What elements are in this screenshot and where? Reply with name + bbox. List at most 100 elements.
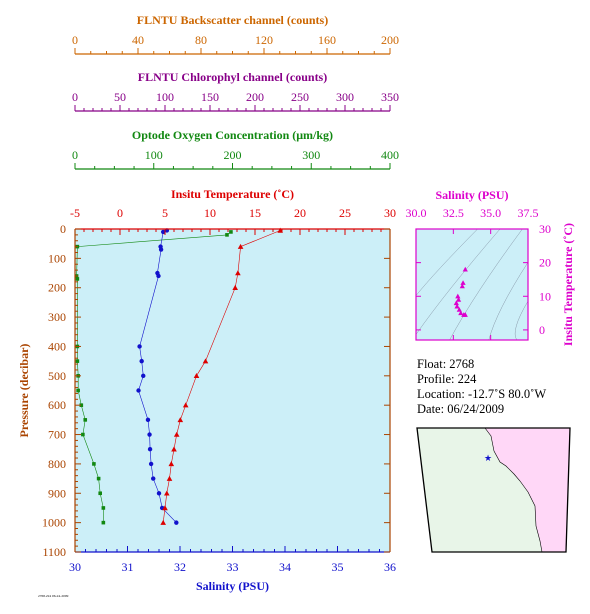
oxygen-marker <box>101 506 106 510</box>
chlorophyll-tick-label: 100 <box>156 90 174 104</box>
oxygen-marker <box>81 432 85 437</box>
map-frame <box>416 427 571 553</box>
ts-y-tick-label: 10 <box>539 289 551 303</box>
salinity-marker <box>141 373 146 379</box>
salinity-marker <box>156 273 161 279</box>
salinity-tick-label: 32 <box>174 560 186 574</box>
salinity-marker <box>174 520 179 525</box>
ts-point <box>458 310 464 316</box>
ts-x-tick-label: 35.0 <box>480 206 501 220</box>
salinity-axis-title: Salinity (PSU) <box>196 579 269 593</box>
oxygen-marker <box>76 388 80 393</box>
pressure-tick-label: 700 <box>48 428 66 442</box>
temperature-marker <box>182 402 189 408</box>
temperature-marker <box>168 461 175 467</box>
temperature-tick-label: 30 <box>384 206 396 220</box>
salinity-marker <box>136 388 141 393</box>
ts-point <box>462 312 468 317</box>
salinity-marker <box>147 432 152 437</box>
pressure-tick-label: 500 <box>48 369 66 383</box>
temperature-marker <box>160 519 166 525</box>
float-label: Float: 2768 <box>417 357 475 371</box>
salinity-marker <box>151 476 156 481</box>
oxygen-tick-label: 200 <box>224 148 242 162</box>
salinity-tick-label: 31 <box>122 560 134 574</box>
ts-point <box>462 266 468 272</box>
ts-point <box>459 283 465 289</box>
float-position-marker: ★ <box>484 454 492 464</box>
temperature-marker <box>237 243 244 249</box>
salinity-marker <box>158 247 164 252</box>
pressure-tick-label: 0 <box>60 222 66 236</box>
chlorophyll-tick-label: 0 <box>72 90 78 104</box>
salinity-marker <box>148 461 154 467</box>
pressure-tick-label: 600 <box>48 398 66 412</box>
pressure-tick-label: 400 <box>48 339 66 353</box>
chlorophyll-axis-title: FLNTU Chlorophyl channel (counts) <box>138 70 327 84</box>
ts-y-axis-title: Insitu Temperature (˚C) <box>561 223 575 346</box>
chlorophyll-tick-label: 200 <box>246 90 264 104</box>
salinity-tick-label: 35 <box>332 560 344 574</box>
ts-y-tick-label: 20 <box>539 256 551 270</box>
ts-point <box>455 293 461 299</box>
backscatter-axis-title: FLNTU Backscatter channel (counts) <box>137 13 328 27</box>
backscatter-tick-label: 40 <box>132 33 144 47</box>
oxygen-tick-label: 100 <box>145 148 163 162</box>
salinity-marker <box>145 417 151 423</box>
temperature-marker <box>193 373 200 379</box>
density-isopleth <box>488 262 529 341</box>
temperature-tick-label: 15 <box>249 206 261 220</box>
salinity-tick-label: 30 <box>69 560 81 574</box>
ts-point <box>453 300 459 306</box>
ts-panel-background <box>416 229 528 340</box>
ts-x-tick-label: 32.5 <box>443 206 464 220</box>
density-isopleth <box>415 228 501 335</box>
oxygen-tick-label: 0 <box>72 148 78 162</box>
temperature-marker <box>166 475 173 481</box>
temperature-tick-label: 25 <box>339 206 351 220</box>
temperature-tick-label: -5 <box>70 206 80 220</box>
profile-panel-background <box>75 229 390 552</box>
date-label: Date: 06/24/2009 <box>417 402 505 416</box>
temperature-tick-label: 0 <box>117 206 123 220</box>
oxygen-marker <box>96 476 101 481</box>
density-isopleth <box>449 228 523 341</box>
temperature-marker <box>164 490 170 496</box>
temperature-tick-label: 5 <box>162 206 168 220</box>
temperature-marker <box>202 358 209 364</box>
footer-code: 2768.224 06-24-2009 <box>38 594 69 598</box>
oxygen-marker <box>229 230 233 234</box>
profile-label: Profile: 224 <box>417 372 477 386</box>
pressure-axis-title: Pressure (decibar) <box>17 344 31 438</box>
salinity-tick-label: 34 <box>279 560 291 574</box>
backscatter-tick-label: 120 <box>255 33 273 47</box>
chlorophyll-tick-label: 150 <box>201 90 219 104</box>
temperature-marker <box>235 270 241 276</box>
pressure-tick-label: 100 <box>48 251 66 265</box>
location-label: Location: -12.7˚S 80.0˚W <box>417 387 547 401</box>
chlorophyll-tick-label: 300 <box>336 90 354 104</box>
pressure-tick-label: 1100 <box>42 545 66 559</box>
density-isopleth <box>415 228 478 296</box>
temperature-tick-label: 10 <box>204 206 216 220</box>
salinity-marker <box>161 229 166 235</box>
oxygen-axis-title: Optode Oxygen Concentration (μm/kg) <box>132 128 333 142</box>
backscatter-tick-label: 160 <box>318 33 336 47</box>
ts-point <box>455 297 462 302</box>
backscatter-tick-label: 0 <box>72 33 78 47</box>
chlorophyll-tick-label: 250 <box>291 90 309 104</box>
oxygen-marker <box>79 403 84 407</box>
pressure-tick-label: 1000 <box>42 516 66 530</box>
chlorophyll-tick-label: 50 <box>114 90 126 104</box>
ts-x-tick-label: 30.0 <box>406 206 427 220</box>
oxygen-marker <box>75 277 80 281</box>
ts-y-tick-label: 30 <box>539 222 551 236</box>
ts-point <box>460 280 466 285</box>
temperature-tick-label: 20 <box>294 206 306 220</box>
temperature-axis-title: Insitu Temperature (˚C) <box>171 187 294 201</box>
salinity-marker <box>156 491 162 496</box>
ts-point <box>456 307 462 312</box>
backscatter-tick-label: 200 <box>381 33 399 47</box>
ts-x-axis-title: Salinity (PSU) <box>435 188 508 202</box>
oxygen-marker <box>83 418 88 422</box>
